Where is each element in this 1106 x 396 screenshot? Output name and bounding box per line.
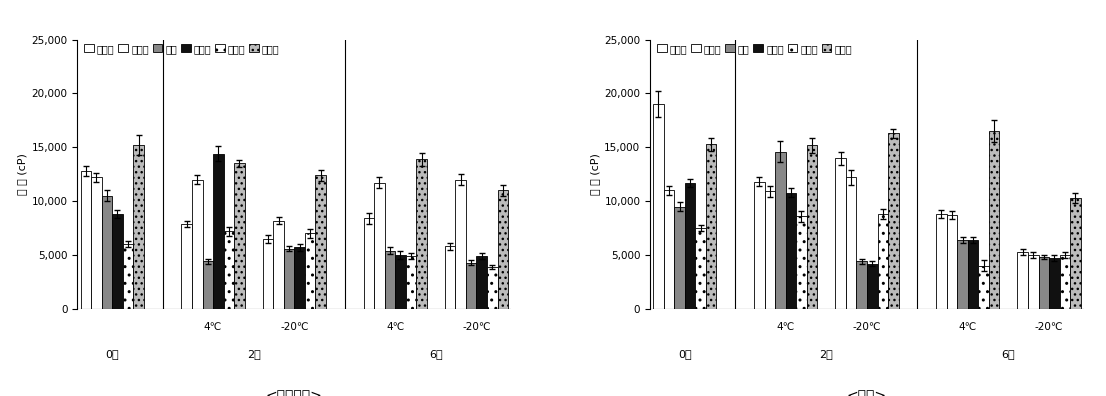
Bar — [936, 214, 947, 309]
Bar — [675, 207, 685, 309]
Bar — [1018, 252, 1029, 309]
Bar — [1060, 255, 1071, 309]
Text: <고온고압>: <고온고압> — [265, 390, 323, 396]
Bar — [477, 256, 487, 309]
Bar — [685, 183, 696, 309]
Bar — [806, 145, 817, 309]
Legend: 단자미, 신자미, 전미, 진흘미, 풍원미, 호감미: 단자미, 신자미, 전미, 진흘미, 풍원미, 호감미 — [82, 42, 281, 56]
Bar — [696, 228, 706, 309]
Bar — [385, 251, 395, 309]
Text: -20℃: -20℃ — [853, 322, 881, 332]
Bar — [947, 215, 958, 309]
Y-axis label: 점 도 (cP): 점 도 (cP) — [18, 153, 28, 195]
Bar — [796, 216, 806, 309]
Text: 4℃: 4℃ — [386, 322, 405, 332]
Text: -20℃: -20℃ — [280, 322, 309, 332]
Bar — [202, 261, 213, 309]
Text: 0일: 0일 — [678, 349, 691, 359]
Text: 2일: 2일 — [247, 349, 261, 359]
Bar — [123, 244, 133, 309]
Text: 2일: 2일 — [820, 349, 833, 359]
Bar — [764, 192, 775, 309]
Bar — [979, 266, 989, 309]
Text: 0일: 0일 — [105, 349, 119, 359]
Bar — [456, 180, 466, 309]
Bar — [223, 231, 234, 309]
Bar — [785, 192, 796, 309]
Bar — [466, 263, 477, 309]
Bar — [498, 190, 508, 309]
Text: 6일: 6일 — [1002, 349, 1015, 359]
Bar — [102, 196, 112, 309]
Bar — [867, 264, 877, 309]
Bar — [1039, 257, 1050, 309]
Bar — [112, 214, 123, 309]
Legend: 단자미, 신자미, 전미, 진흘미, 풍원미, 호감미: 단자미, 신자미, 전미, 진흘미, 풍원미, 호감미 — [655, 42, 854, 56]
Bar — [234, 164, 244, 309]
Bar — [445, 246, 456, 309]
Bar — [294, 248, 305, 309]
Bar — [877, 214, 888, 309]
Bar — [133, 145, 144, 309]
Bar — [364, 219, 374, 309]
Bar — [989, 131, 1000, 309]
Bar — [856, 261, 867, 309]
Y-axis label: 점 도 (cP): 점 도 (cP) — [589, 153, 601, 195]
Bar — [1071, 198, 1081, 309]
Bar — [664, 190, 675, 309]
Text: 6일: 6일 — [429, 349, 442, 359]
Bar — [395, 255, 406, 309]
Text: -20℃: -20℃ — [1035, 322, 1063, 332]
Bar — [91, 177, 102, 309]
Bar — [284, 249, 294, 309]
Bar — [305, 234, 315, 309]
Bar — [958, 240, 968, 309]
Bar — [754, 182, 764, 309]
Text: 4℃: 4℃ — [204, 322, 222, 332]
Bar — [1050, 258, 1060, 309]
Bar — [835, 158, 846, 309]
Bar — [775, 152, 785, 309]
Bar — [654, 104, 664, 309]
Bar — [406, 256, 416, 309]
Bar — [181, 224, 192, 309]
Bar — [888, 133, 898, 309]
Bar — [192, 180, 202, 309]
Text: 4℃: 4℃ — [776, 322, 795, 332]
Text: -20℃: -20℃ — [462, 322, 491, 332]
Bar — [374, 183, 385, 309]
Text: 4℃: 4℃ — [959, 322, 977, 332]
Bar — [487, 267, 498, 309]
Bar — [273, 221, 284, 309]
Bar — [968, 240, 979, 309]
Bar — [706, 144, 717, 309]
Bar — [1029, 255, 1039, 309]
Bar — [81, 171, 91, 309]
Bar — [315, 175, 326, 309]
Bar — [213, 154, 223, 309]
Text: <증숙>: <증숙> — [847, 390, 887, 396]
Bar — [263, 239, 273, 309]
Bar — [416, 159, 427, 309]
Bar — [846, 177, 856, 309]
